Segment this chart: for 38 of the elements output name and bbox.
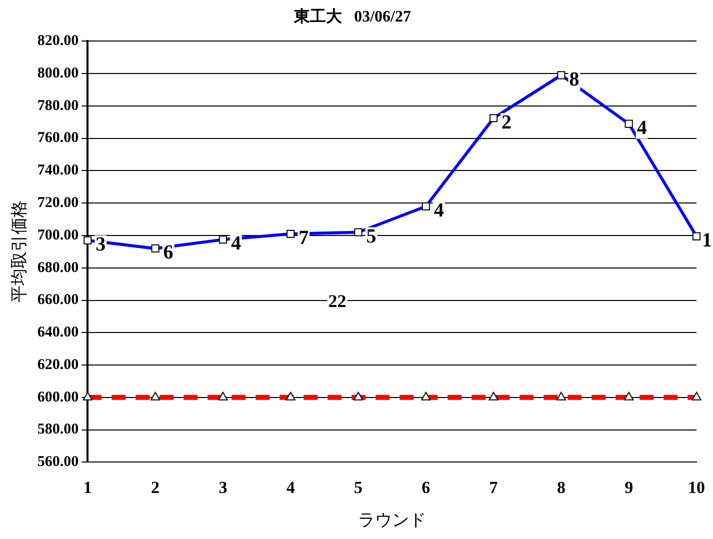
x-tick-label: 10 (688, 478, 705, 497)
annotation: 4 (434, 200, 444, 222)
x-tick-label: 2 (151, 478, 160, 497)
x-tick-label: 6 (422, 478, 430, 497)
annotation: 5 (366, 225, 376, 248)
y-tick-label: 600.00 (37, 389, 79, 406)
annotation: 4 (230, 232, 241, 255)
y-tick-label: 560.00 (37, 454, 79, 470)
y-tick-label: 580.00 (37, 422, 79, 438)
annotation: 2 (502, 111, 512, 134)
x-tick-label: 8 (556, 478, 566, 497)
annotation: 3 (96, 234, 106, 256)
y-tick-label: 640.00 (37, 324, 79, 341)
x-tick-label: 7 (489, 478, 498, 497)
annotation: 22 (328, 290, 346, 311)
annotation: 8 (569, 68, 580, 90)
annotation: 1 (702, 229, 712, 252)
annotation: 4 (636, 116, 647, 139)
annotation: 7 (298, 227, 309, 250)
x-axis-title: ラウンド (358, 510, 426, 530)
y-tick-label: 780.00 (37, 98, 79, 114)
x-tick-label: 9 (624, 478, 634, 497)
y-tick-label: 720.00 (37, 195, 79, 211)
x-tick-label: 3 (218, 478, 228, 497)
y-tick-label: 700.00 (37, 227, 79, 244)
x-tick-label: 4 (286, 478, 296, 497)
y-tick-label: 820.00 (37, 33, 79, 50)
y-tick-label: 740.00 (37, 162, 79, 179)
y-tick-label: 680.00 (37, 260, 79, 276)
y-tick-label: 800.00 (37, 65, 79, 82)
chart-title: 東工大 03/06/27 (293, 8, 411, 26)
x-tick-label: 5 (354, 478, 362, 497)
annotation: 6 (163, 242, 174, 264)
y-tick-label: 660.00 (37, 292, 79, 308)
y-axis-title: 平均取引価格 (10, 200, 29, 303)
y-tick-label: 620.00 (37, 356, 79, 373)
y-tick-label: 760.00 (37, 130, 79, 146)
x-tick-label: 1 (83, 478, 92, 497)
